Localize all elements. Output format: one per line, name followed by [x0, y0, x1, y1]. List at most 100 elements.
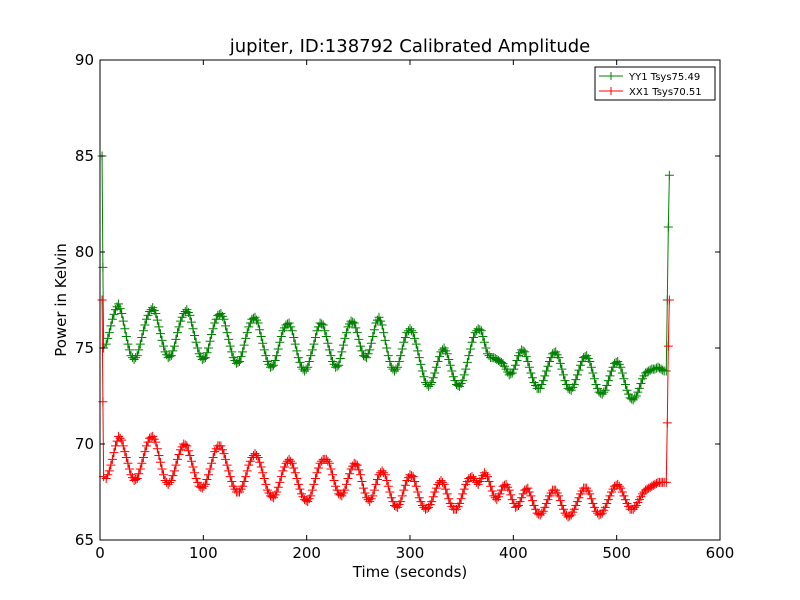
data-point	[540, 502, 550, 512]
data-point	[273, 482, 283, 492]
data-point	[504, 485, 514, 495]
data-point	[399, 337, 409, 347]
data-point	[312, 326, 322, 336]
data-point	[391, 364, 401, 374]
data-point	[481, 343, 491, 353]
data-point	[458, 376, 468, 386]
data-point	[394, 356, 404, 366]
data-point	[487, 486, 497, 496]
data-point	[614, 481, 624, 491]
data-point	[233, 357, 243, 367]
data-point	[363, 349, 373, 359]
legend-box	[594, 66, 716, 101]
series-yy1	[97, 151, 674, 405]
data-point	[256, 462, 266, 472]
data-point	[521, 352, 531, 362]
data-point	[155, 457, 165, 467]
data-point	[509, 364, 519, 374]
data-point	[634, 383, 644, 393]
data-point	[444, 494, 454, 504]
data-point	[428, 492, 438, 502]
data-point	[304, 356, 314, 366]
data-point	[558, 370, 568, 380]
data-point	[103, 333, 113, 343]
y-tick-label: 70	[75, 435, 94, 453]
data-point	[600, 502, 610, 512]
data-point	[619, 491, 629, 501]
data-point	[631, 391, 641, 401]
data-point	[543, 361, 553, 371]
data-point	[574, 365, 584, 375]
x-tick-label: 100	[189, 544, 218, 562]
data-point	[159, 341, 169, 351]
data-point	[224, 466, 234, 476]
data-point	[442, 489, 452, 499]
data-point	[241, 472, 251, 482]
data-point	[661, 477, 671, 487]
data-point	[309, 339, 319, 349]
data-point	[135, 464, 145, 474]
data-point	[507, 495, 517, 505]
data-point	[462, 357, 472, 367]
data-point	[617, 368, 627, 378]
data-point	[334, 360, 344, 370]
data-point	[374, 312, 384, 322]
data-point	[434, 352, 444, 362]
data-point	[227, 476, 237, 486]
data-point	[332, 485, 342, 495]
data-point	[171, 334, 181, 344]
data-point	[238, 481, 248, 491]
data-point	[351, 323, 361, 333]
data-point	[607, 366, 616, 376]
data-point	[185, 310, 195, 320]
data-point	[188, 462, 198, 472]
data-point	[207, 330, 217, 340]
data-point	[199, 481, 209, 491]
data-point	[593, 383, 603, 393]
data-point	[143, 310, 153, 320]
data-point	[221, 321, 231, 331]
data-point	[588, 368, 598, 378]
data-point	[586, 494, 596, 504]
data-point	[115, 433, 125, 443]
data-point	[569, 504, 579, 514]
data-point	[261, 351, 271, 361]
data-point	[309, 479, 319, 489]
x-tick-label: 0	[95, 544, 105, 562]
data-point	[289, 463, 299, 473]
data-point	[410, 476, 420, 486]
data-point	[354, 465, 364, 475]
data-point	[255, 325, 265, 335]
data-point	[343, 474, 353, 484]
data-point	[307, 485, 317, 495]
data-point	[151, 437, 161, 447]
data-point	[208, 324, 218, 334]
data-point	[408, 328, 418, 338]
data-point	[267, 361, 277, 371]
data-point	[134, 345, 144, 355]
data-point	[558, 504, 568, 514]
data-point	[379, 468, 389, 478]
data-point	[115, 304, 125, 314]
data-point	[188, 324, 198, 334]
data-point	[310, 332, 320, 342]
data-point	[168, 346, 178, 356]
data-point	[400, 332, 410, 342]
data-point	[512, 501, 522, 511]
data-point	[152, 444, 162, 454]
data-point	[661, 366, 671, 376]
data-point	[286, 456, 296, 466]
data-point	[317, 319, 327, 329]
x-tick-label: 500	[602, 544, 631, 562]
data-point	[585, 356, 595, 366]
data-point	[166, 475, 176, 485]
data-point	[329, 475, 339, 485]
data-point	[545, 356, 554, 366]
data-point	[520, 347, 530, 357]
data-point	[312, 468, 322, 478]
data-point	[121, 331, 131, 341]
data-point	[290, 468, 300, 478]
data-point	[603, 376, 613, 386]
data-point	[106, 460, 116, 470]
